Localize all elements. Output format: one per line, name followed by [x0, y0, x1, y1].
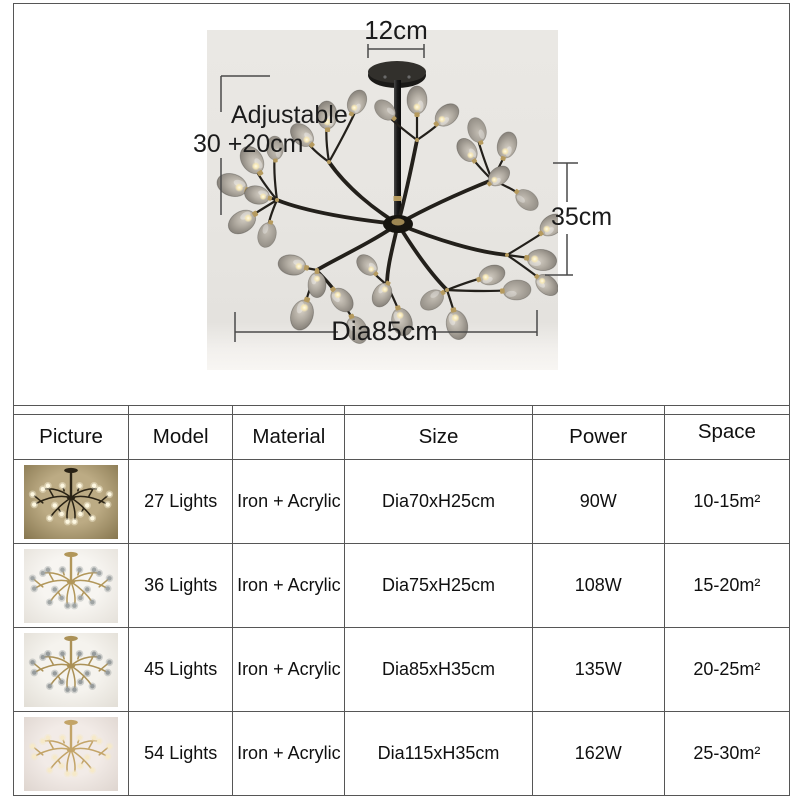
hanging-rod: [394, 80, 401, 225]
size-cell: Dia75xH25cm: [344, 543, 533, 628]
size-cell: Dia85xH35cm: [344, 627, 533, 712]
space-cell: 10-15m²: [663, 459, 791, 544]
table-row: 36 Lights Iron + Acrylic Dia75xH25cm 108…: [12, 543, 791, 628]
table-top-strip: [12, 405, 791, 415]
material-cell: Iron + Acrylic: [232, 711, 346, 796]
product-thumbnail: [24, 464, 119, 539]
header-size: Size: [344, 414, 533, 460]
material-cell: Iron + Acrylic: [232, 627, 346, 712]
header-model: Model: [128, 414, 234, 460]
center-hub: [383, 215, 413, 233]
picture-cell: [12, 627, 130, 712]
ceiling-canopy: [368, 61, 426, 88]
dimension-label-canopy-width: 12cm: [364, 15, 428, 45]
header-picture: Picture: [12, 414, 130, 460]
power-cell: 90W: [531, 459, 665, 544]
picture-cell: [12, 543, 130, 628]
header-material: Material: [232, 414, 346, 460]
picture-cell: [12, 711, 130, 796]
table-header-row: Picture Model Material Size Power Space: [12, 414, 791, 460]
rod-brass-ring: [393, 196, 402, 201]
picture-cell: [12, 459, 130, 544]
product-thumbnail: [24, 716, 119, 791]
power-cell: 135W: [531, 627, 665, 712]
space-cell: 20-25m²: [663, 627, 791, 712]
figure-area: 12cm Adjustable 30 +20cm 35cm Dia85cm: [13, 3, 790, 405]
material-cell: Iron + Acrylic: [232, 459, 346, 544]
power-cell: 108W: [531, 543, 665, 628]
space-cell: 15-20m²: [663, 543, 791, 628]
table-row: 27 Lights Iron + Acrylic Dia70xH25cm 90W…: [12, 459, 791, 544]
model-cell: 45 Lights: [128, 627, 234, 712]
spec-table: Picture Model Material Size Power Space: [12, 405, 791, 796]
sheet-frame: 12cm Adjustable 30 +20cm 35cm Dia85cm Pi…: [12, 3, 791, 796]
size-cell: Dia70xH25cm: [344, 459, 533, 544]
table-row: 45 Lights Iron + Acrylic Dia85xH35cm 135…: [12, 627, 791, 712]
power-cell: 162W: [531, 711, 665, 796]
dimension-label-drop-length: 30 +20cm: [193, 130, 304, 158]
model-cell: 27 Lights: [128, 459, 234, 544]
space-cell: 25-30m²: [663, 711, 791, 796]
dimension-label-adjustable: Adjustable: [231, 101, 348, 129]
product-thumbnail: [24, 548, 119, 623]
model-cell: 54 Lights: [128, 711, 234, 796]
size-cell: Dia115xH35cm: [344, 711, 533, 796]
dimension-label-diameter: Dia85cm: [331, 316, 438, 346]
material-cell: Iron + Acrylic: [232, 543, 346, 628]
product-thumbnail: [24, 632, 119, 707]
firefly-chandelier-illustration: [213, 61, 558, 348]
dimension-label-body-height: 35cm: [551, 203, 613, 231]
header-power: Power: [531, 414, 665, 460]
chandelier-branches: [275, 138, 509, 292]
header-space: Space: [663, 414, 791, 460]
model-cell: 36 Lights: [128, 543, 234, 628]
table-row: 54 Lights Iron + Acrylic Dia115xH35cm 16…: [12, 711, 791, 796]
